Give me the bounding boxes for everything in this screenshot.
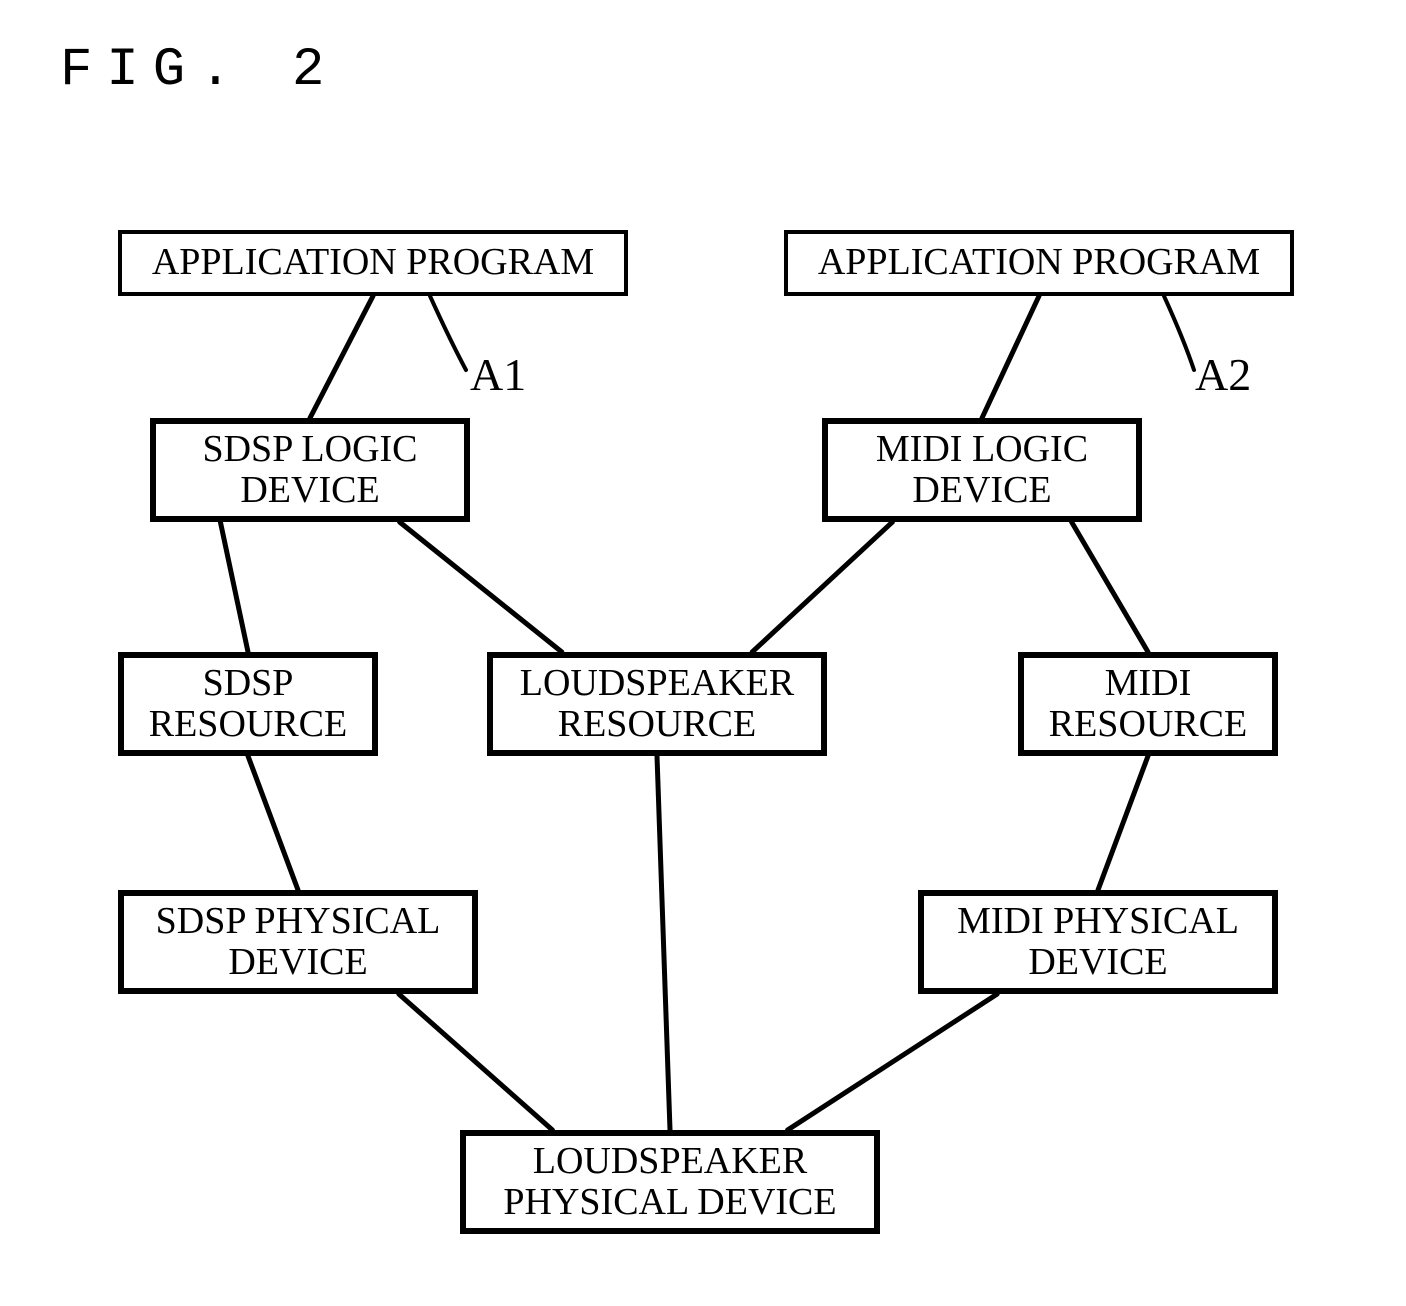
node-midi-logic: MIDI LOGIC DEVICE [822,418,1142,522]
node-midi-resource: MIDI RESOURCE [1018,652,1278,756]
node-sdsp-logic: SDSP LOGIC DEVICE [150,418,470,522]
node-loudspeaker-physical: LOUDSPEAKER PHYSICAL DEVICE [460,1130,880,1234]
label-a2: A2 [1195,348,1251,401]
figure-title: FIG. 2 [60,40,338,101]
node-app2: APPLICATION PROGRAM [784,230,1294,296]
node-loudspeaker-resource: LOUDSPEAKER RESOURCE [487,652,827,756]
node-sdsp-physical: SDSP PHYSICAL DEVICE [118,890,478,994]
page: FIG. 2 APPLICATION PROGRAM APPLICATION P… [0,0,1406,1306]
label-a1: A1 [470,348,526,401]
node-app1: APPLICATION PROGRAM [118,230,628,296]
node-midi-physical: MIDI PHYSICAL DEVICE [918,890,1278,994]
node-sdsp-resource: SDSP RESOURCE [118,652,378,756]
